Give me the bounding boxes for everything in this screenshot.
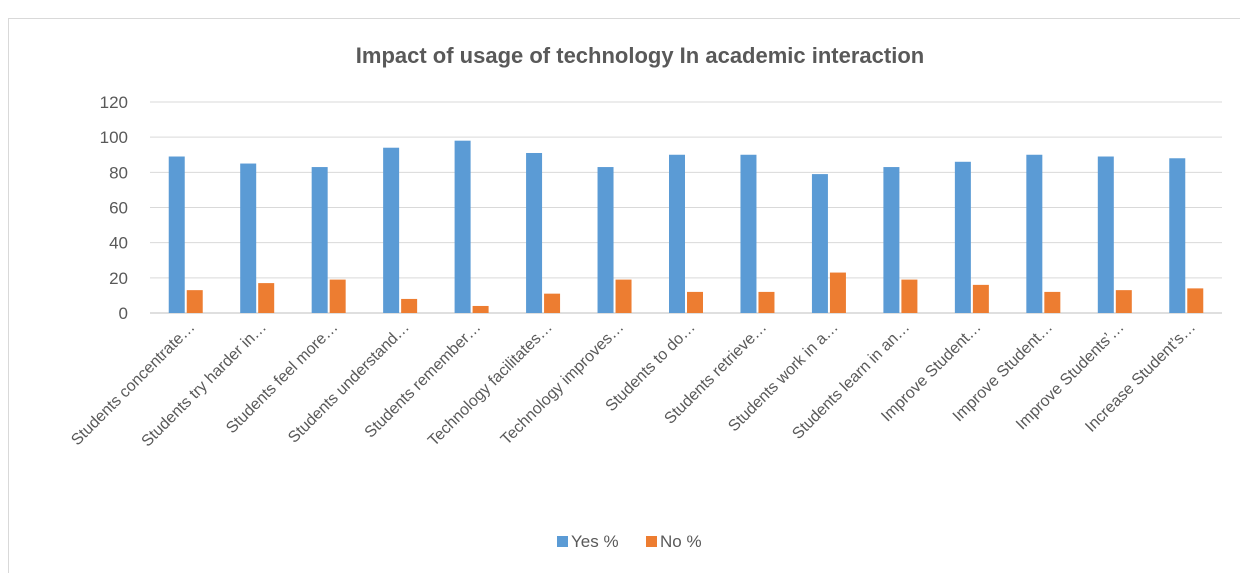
legend-label-no: No %: [660, 532, 702, 551]
y-axis-ticks: 0 20 40 60 80 100 120: [100, 93, 128, 323]
bar-yes: [311, 167, 328, 313]
bar-yes: [383, 147, 400, 313]
legend: Yes % No %: [557, 532, 702, 551]
bar-no: [901, 279, 918, 313]
bar-no: [829, 272, 846, 313]
bar-no: [615, 279, 632, 313]
bar-yes: [240, 163, 257, 313]
y-tick-label: 60: [109, 199, 128, 218]
bar-no: [329, 279, 346, 313]
bar-yes: [597, 167, 614, 313]
bar-no: [258, 283, 275, 313]
chart-area: [8, 18, 1240, 573]
x-tick-label: Technology facilitates…: [425, 319, 556, 450]
y-tick-label: 120: [100, 93, 128, 112]
x-tick-label: Students learn in an…: [789, 319, 913, 443]
gridlines: [150, 101, 1222, 314]
bar-no: [544, 293, 561, 313]
legend-swatch-no: [646, 536, 657, 547]
bar-yes: [740, 154, 757, 313]
y-tick-label: 80: [109, 163, 128, 182]
bar-yes: [1026, 154, 1043, 313]
bar-yes: [954, 161, 971, 313]
y-tick-label: 20: [109, 269, 128, 288]
bar-no: [1187, 288, 1204, 313]
x-tick-label: Students remember…: [362, 319, 485, 442]
chart-title: Impact of usage of technology In academi…: [356, 43, 924, 68]
y-tick-label: 40: [109, 234, 128, 253]
x-tick-label: Students concentrate…: [68, 319, 198, 449]
bar-yes: [1097, 156, 1114, 313]
legend-swatch-yes: [557, 536, 568, 547]
y-tick-label: 100: [100, 128, 128, 147]
bar-no: [1115, 290, 1132, 313]
x-tick-label: Students understand…: [285, 319, 413, 447]
bar-yes: [168, 156, 185, 313]
bar-yes: [454, 140, 471, 313]
bar-no: [401, 298, 418, 313]
bar-no: [472, 305, 489, 313]
bar-no: [1044, 291, 1061, 313]
x-axis-labels: Students concentrate…Students try harder…: [68, 319, 1199, 450]
bar-no: [687, 291, 703, 313]
y-tick-label: 0: [119, 304, 128, 323]
bar-no: [758, 291, 775, 313]
bars: [168, 140, 1204, 313]
bar-no: [186, 290, 203, 313]
bar-yes: [1169, 158, 1186, 313]
bar-yes: [883, 167, 900, 313]
x-tick-label: Technology improves…: [498, 319, 628, 449]
bar-no: [972, 284, 989, 313]
x-tick-label: Students try harder in…: [139, 319, 270, 450]
legend-label-yes: Yes %: [571, 532, 619, 551]
bar-yes: [669, 154, 685, 313]
bar-yes: [526, 152, 543, 313]
bar-yes: [811, 174, 828, 313]
